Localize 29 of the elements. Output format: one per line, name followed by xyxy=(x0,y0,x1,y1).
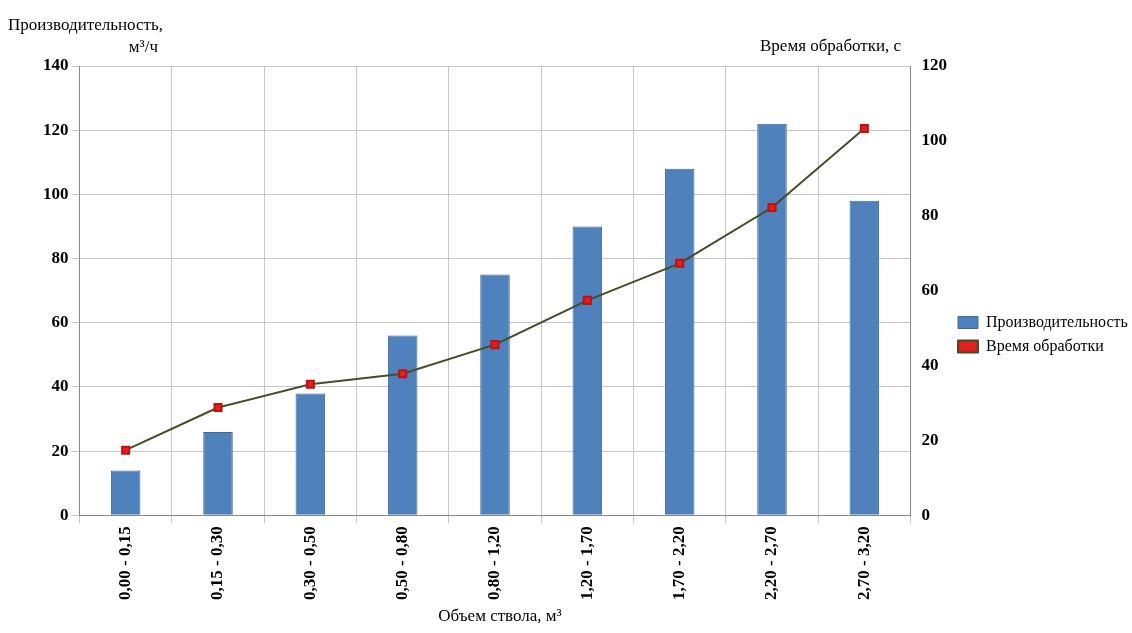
y2-tick-label: 0 xyxy=(921,504,930,524)
y-axis-title: Производительность, м³/ч xyxy=(8,15,163,56)
y2-tick-label: 60 xyxy=(921,280,939,300)
x-tick-label: 2,70 - 3,20 xyxy=(853,526,873,601)
y-tick-label: 100 xyxy=(43,183,69,203)
x-tick-label: 0,50 - 0,80 xyxy=(392,526,412,601)
x-tick-label: 0,15 - 0,30 xyxy=(207,526,227,601)
y-tick-label: 120 xyxy=(43,119,69,139)
y2-tick-label: 40 xyxy=(921,354,939,374)
y2-axis-title: Время обработки, с xyxy=(760,36,902,56)
x-tick-label: 2,20 - 2,70 xyxy=(761,526,781,601)
x-axis-title: Объем ствола, м³ xyxy=(437,606,563,626)
y2-tick-label: 20 xyxy=(921,429,939,449)
x-tick-label: 1,20 - 1,70 xyxy=(576,526,596,601)
y-tick-label: 0 xyxy=(60,504,69,524)
y-tick-label: 60 xyxy=(51,312,69,332)
legend-label: Время обработки xyxy=(986,336,1105,355)
y-tick-label: 20 xyxy=(51,440,69,460)
y2-tick-label: 100 xyxy=(921,130,947,150)
y-tick-label: 40 xyxy=(51,376,69,396)
x-tick-label: 0,80 - 1,20 xyxy=(484,526,504,601)
y-tick-label: 80 xyxy=(51,247,69,267)
x-tick-label: 1,70 - 2,20 xyxy=(669,526,689,601)
legend-label: Производительность xyxy=(986,312,1128,331)
y2-tick-label: 80 xyxy=(921,205,939,225)
x-tick-label: 0,30 - 0,50 xyxy=(299,526,319,601)
x-tick-label: 0,00 - 0,15 xyxy=(115,526,135,601)
y2-tick-label: 120 xyxy=(921,55,947,75)
y-tick-label: 140 xyxy=(43,55,69,75)
